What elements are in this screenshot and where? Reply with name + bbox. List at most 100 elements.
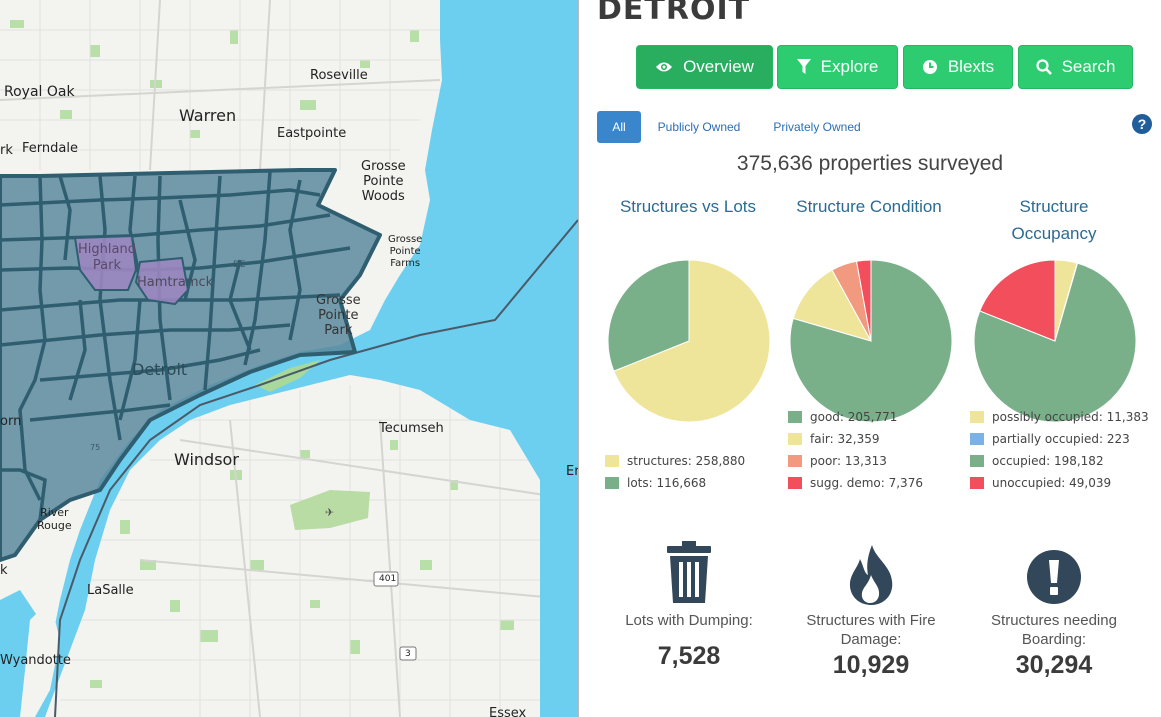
overview-button-label: Overview [683,57,754,76]
windsor-airport [290,490,370,530]
map-label-highland-park: Highland Park [78,242,136,273]
grosse-ile [20,600,60,717]
legend-label: occupied: 198,182 [992,454,1104,468]
legend-label: sugg. demo: 7,376 [810,476,923,490]
highway-label-3: 3 [405,649,411,659]
legend-swatch [788,411,802,423]
filter-icon [796,59,811,75]
map-label-grosse-pointe-farms: Grosse Pointe Farms [388,234,423,269]
pie-chart-structure-condition [789,259,953,423]
legend-item-fair: fair: 32,359 [788,428,923,450]
map-canvas[interactable] [0,0,578,717]
properties-summary: 375,636 properties surveyed [736,152,1004,175]
legend-structures-vs-lots: structures: 258,880 lots: 116,668 [605,450,745,494]
pie-slice-fair[interactable] [792,269,873,342]
pie-slice-lots[interactable] [607,259,690,372]
legend-swatch [788,433,802,445]
help-icon[interactable]: ? [1132,114,1152,134]
legend-label: unoccupied: 49,039 [992,476,1112,490]
map-label-essex: Essex [489,706,527,717]
legend-item-structures: structures: 258,880 [605,450,745,472]
map-label-warren: Warren [179,106,237,125]
legend-item-good: good: 205,771 [788,406,923,428]
highway-label-75: 75 [90,443,101,452]
overview-button[interactable]: Overview [636,45,773,89]
highway-label-401: 401 [379,574,397,584]
legend-swatch [788,455,802,467]
legend-item-sugg-demo: sugg. demo: 7,376 [788,472,923,494]
map-label-eastpointe: Eastpointe [277,126,347,141]
stat-structures-boarding: Structures needing Boarding: 30,294 [974,549,1134,680]
map-label-ferndale-prefix: rk [0,143,13,158]
legend-item-possibly-occupied: possibly occupied: 11,383 [970,406,1149,428]
pie-slice-occupied[interactable] [973,262,1137,423]
map-label-wyandotte: Wyandotte [0,653,71,668]
hamtramck-area[interactable] [134,256,190,306]
map-label-tecumseh: Tecumseh [379,421,444,436]
map-label-hamtramck: Hamtramck [137,275,214,290]
stat-value-fire: 10,929 [832,651,910,679]
legend-swatch [970,411,984,423]
airport-icon: ✈ [325,506,335,519]
trash-icon [609,541,769,605]
highland-park-area[interactable] [73,234,138,291]
chart-title-structure-condition: Structure Condition [796,197,942,216]
stat-lots-with-dumping: Lots with Dumping: 7,528 [609,541,769,671]
stat-structures-fire-damage: Structures with Fire Damage: 10,929 [791,545,951,680]
pie-slice-sugg-demo[interactable] [855,259,872,342]
legend-item-occupied: occupied: 198,182 [970,450,1149,472]
legend-item-lots: lots: 116,668 [605,472,745,494]
pie-chart-structures-vs-lots [607,259,771,423]
map-label-windsor: Windsor [174,450,239,469]
map-label-lasalle: LaSalle [87,583,134,598]
blexts-button[interactable]: Blexts [903,45,1013,89]
clock-icon [922,59,938,75]
highway-shields [373,571,417,661]
search-button-label: Search [1061,57,1116,76]
legend-structure-condition: good: 205,771 fair: 32,359 poor: 13,313 sug… [788,406,923,494]
legend-label: lots: 116,668 [627,476,707,490]
legend-item-poor: poor: 13,313 [788,450,923,472]
legend-label: good: 205,771 [810,410,898,424]
panel-divider[interactable] [578,0,579,717]
map-view[interactable]: Royal Oak Warren Roseville Eastpointe rk… [0,0,578,717]
legend-label: possibly occupied: 11,383 [992,410,1149,424]
legend-label: partially occupied: 223 [992,432,1130,446]
legend-structure-occupancy: possibly occupied: 11,383 partially occup… [970,406,1149,494]
parks [10,20,550,688]
map-label-er: Er [566,464,578,479]
info-panel: DETROIT Overview Explore Blexts Search A… [579,0,1161,717]
eye-icon [655,61,673,73]
exclamation-icon [974,549,1134,605]
stat-value-dumping: 7,528 [657,642,721,670]
legend-swatch [970,455,984,467]
blexts-button-label: Blexts [947,57,995,76]
stat-label-fire: Structures with Fire Damage: [806,612,936,648]
legend-item-unoccupied: unoccupied: 49,039 [970,472,1149,494]
legend-swatch [970,433,984,445]
stat-label-boarding: Structures needing Boarding: [991,612,1117,648]
map-label-royal-oak: Royal Oak [4,84,75,100]
pie-slice-structures[interactable] [613,259,771,423]
legend-item-partially-occupied: partially occupied: 223 [970,428,1149,450]
map-label-river-rouge: River Rouge [37,506,72,532]
international-border [54,219,578,717]
map-label-de: DE [233,260,246,270]
map-label-orn: orn [0,414,22,429]
chart-title-structures-vs-lots: Structures vs Lots [619,197,757,216]
filter-all[interactable]: All [597,111,641,143]
legend-swatch [970,477,984,489]
pie-slice-unoccupied[interactable] [979,259,1056,342]
city-title: DETROIT [597,0,751,27]
filter-privately-owned[interactable]: Privately Owned [773,120,861,134]
map-label-ferndale: Ferndale [22,141,78,156]
search-button[interactable]: Search [1018,45,1133,89]
legend-swatch [788,477,802,489]
explore-button-label: Explore [820,57,879,76]
legend-label: structures: 258,880 [627,454,746,468]
filter-publicly-owned[interactable]: Publicly Owned [657,120,741,134]
explore-button[interactable]: Explore [777,45,898,89]
map-label-grosse-pointe-woods: Grosse Pointe Woods [361,159,406,204]
stat-label-dumping: Lots with Dumping: [625,612,753,629]
map-label-detroit: Detroit [132,360,188,379]
